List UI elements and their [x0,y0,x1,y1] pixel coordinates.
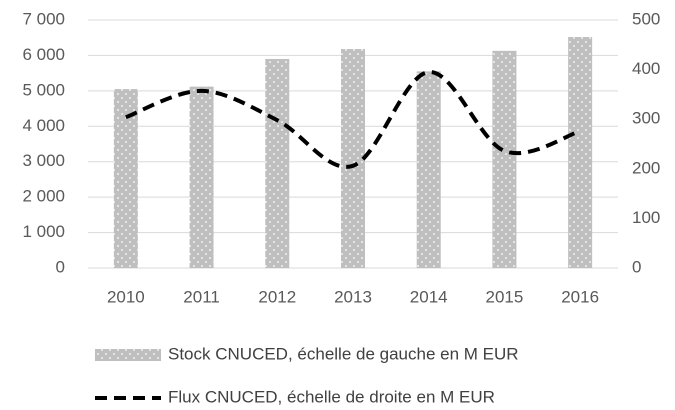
x-tick-label: 2010 [107,287,145,306]
y2-tick-label: 100 [632,208,660,227]
line [125,70,581,169]
y-tick-label: 7 000 [22,9,65,28]
y2-tick-label: 500 [632,9,660,28]
y-tick-label: 5 000 [22,80,65,99]
bar [189,86,214,268]
y-tick-label: 1 000 [22,222,65,241]
y2-tick-label: 400 [632,59,660,78]
y2-tick-label: 0 [632,257,641,276]
x-tick-label: 2013 [334,287,372,306]
bar [492,50,517,268]
bar [265,58,290,268]
y-tick-label: 2 000 [22,187,65,206]
y2-tick-label: 200 [632,158,660,177]
bar [341,49,365,269]
x-tick-label: 2012 [258,287,296,306]
bar [113,89,138,268]
y-tick-label: 4 000 [22,116,65,135]
x-tick-label: 2016 [561,287,599,306]
y2-tick-label: 300 [632,109,660,128]
y-tick-label: 0 [56,257,65,276]
legend-label: Flux CNUCED, échelle de droite en M EUR [168,387,495,406]
legend-label: Stock CNUCED, échelle de gauche en M EUR [168,344,519,363]
bar [568,37,593,269]
bar [416,71,441,268]
x-tick-label: 2011 [183,287,220,306]
y-tick-label: 3 000 [22,151,65,170]
y-tick-label: 6 000 [22,45,65,64]
x-tick-label: 2014 [410,287,448,306]
legend-swatch [95,349,161,361]
x-tick-label: 2015 [486,287,524,306]
